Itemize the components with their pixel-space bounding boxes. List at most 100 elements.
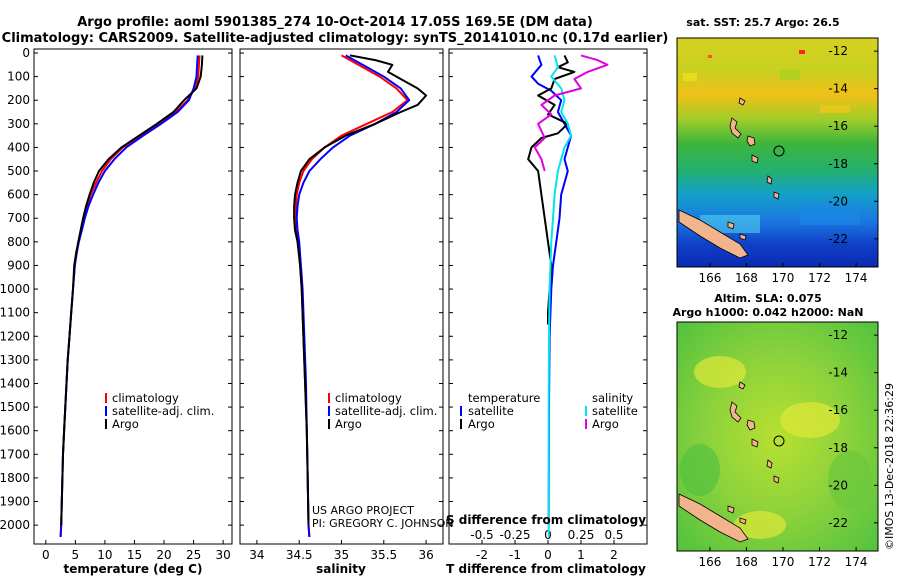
depth-tick-label: 800 [7, 235, 30, 249]
vanuatu-island [729, 401, 742, 423]
vanuatu-island [738, 97, 746, 106]
imos-timestamp: ©IMOS 13-Dec-2018 22:36:29 [883, 383, 896, 550]
salinity-legend: climatology satellite-adj. clim. Argo [328, 391, 437, 431]
top-x-tick-label: 0.5 [604, 528, 623, 542]
s-difference-x-ticks: -0.5 -0.25 0 0.25 0.5 [470, 528, 623, 542]
depth-tick-label: 100 [7, 70, 30, 84]
salinity-axis-label: salinity [316, 562, 366, 576]
sst-longitude-ticks: 166 168 170 172 174 [698, 263, 868, 285]
series-line-argo [533, 54, 609, 172]
x-tick-label: 2 [610, 548, 618, 562]
t-difference-axis-label: T difference from climatology [446, 562, 646, 576]
depth-axis: 0 100 200 300 400 500 600 700 800 900 1000 1100 1200… [0, 46, 647, 532]
sst-patch [683, 73, 697, 81]
lat-tick-label: -12 [828, 44, 848, 58]
depth-tick-label: 200 [7, 93, 30, 107]
x-tick-label: 1 [577, 548, 585, 562]
new-caledonia-island [678, 493, 749, 543]
temperature-profiles [59, 55, 204, 537]
lon-tick-label: 174 [845, 271, 868, 285]
lon-tick-label: 172 [808, 555, 831, 569]
depth-tick-label: 0 [22, 46, 30, 60]
x-tick-label: 0 [544, 548, 552, 562]
salinity-x-ticks: 34 34.5 35 35.5 36 [249, 540, 434, 562]
depth-tick-label: 1800 [0, 471, 30, 485]
depth-tick-label: 1400 [0, 376, 30, 390]
vanuatu-island [729, 117, 742, 139]
legend-label-satellite-adj: satellite-adj. clim. [112, 404, 214, 418]
lat-tick-label: -20 [828, 194, 848, 208]
sst-hotspot [708, 55, 712, 58]
argo-float-location-marker [773, 435, 785, 447]
series-line-argo [293, 54, 428, 526]
sla-patch [680, 444, 720, 496]
legend-label-t-argo: Argo [468, 417, 495, 431]
depth-tick-label: 600 [7, 188, 30, 202]
sla-map-title-line1: Altim. SLA: 0.075 [714, 292, 821, 305]
lon-tick-label: 170 [772, 271, 795, 285]
depth-tick-label: 1100 [0, 306, 30, 320]
sst-patch [800, 205, 860, 225]
depth-tick-label: 700 [7, 211, 30, 225]
lat-tick-label: -14 [828, 366, 848, 380]
top-x-tick-label: -0.25 [499, 528, 530, 542]
loyalty-island [739, 517, 747, 525]
lat-tick-label: -14 [828, 82, 848, 96]
legend-label-s-satellite: satellite [592, 404, 638, 418]
legend-label-t-satellite: satellite [468, 404, 514, 418]
loyalty-island [739, 233, 747, 241]
lat-tick-label: -22 [828, 516, 848, 530]
top-x-tick-label: -0.5 [470, 528, 493, 542]
lon-tick-label: 172 [808, 271, 831, 285]
legend-label-climatology: climatology [335, 391, 402, 405]
loyalty-island [727, 505, 735, 514]
temperature-axis-label: temperature (deg C) [64, 562, 203, 576]
depth-tick-label: 1000 [0, 282, 30, 296]
sst-patch [820, 105, 850, 113]
sla-map-title-line2: Argo h1000: 0.042 h2000: NaN [672, 306, 863, 319]
vanuatu-island [766, 175, 773, 185]
x-tick-label: 36 [418, 548, 433, 562]
legend-label-argo: Argo [112, 417, 139, 431]
series-line-argo [60, 55, 204, 526]
lat-tick-label: -16 [828, 403, 848, 417]
legend-label-s-argo: Argo [592, 417, 619, 431]
legend-label-argo: Argo [335, 417, 362, 431]
series-line-argo [527, 54, 576, 325]
difference-profiles [527, 54, 609, 537]
new-caledonia-island [678, 209, 749, 259]
series-line-satellite [547, 55, 573, 537]
lon-tick-label: 166 [698, 271, 721, 285]
vanuatu-island [746, 135, 756, 147]
temperature-legend: climatology satellite-adj. clim. Argo [105, 391, 214, 431]
depth-tick-label: 2000 [0, 518, 30, 532]
salinity-plot-frame [239, 48, 444, 545]
lat-tick-label: -12 [828, 328, 848, 342]
sla-patch [734, 511, 786, 539]
sst-map: -12 -14 -16 -18 -20 -22 166 168 170 172 174 [676, 37, 879, 285]
lat-tick-label: -20 [828, 478, 848, 492]
depth-tick-label: 1500 [0, 400, 30, 414]
legend-label-satellite-adj: satellite-adj. clim. [335, 404, 437, 418]
vanuatu-island [766, 459, 773, 469]
lat-tick-label: -18 [828, 157, 848, 171]
sla-patch [780, 402, 840, 438]
x-tick-label: 15 [127, 548, 142, 562]
pi-annotation: PI: GREGORY C. JOHNSON [312, 517, 453, 530]
sst-map-title: sat. SST: 25.7 Argo: 26.5 [686, 16, 839, 29]
vanuatu-island [773, 475, 780, 484]
lon-tick-label: 168 [735, 271, 758, 285]
figure-title-line2: Climatology: CARS2009. Satellite-adjuste… [2, 31, 669, 46]
x-tick-label: 20 [156, 548, 171, 562]
project-annotation: US ARGO PROJECT [312, 504, 414, 517]
x-tick-label: -1 [509, 548, 521, 562]
sla-patch [828, 450, 872, 510]
legend-title-temperature: temperature [468, 391, 540, 405]
lon-tick-label: 170 [772, 555, 795, 569]
series-line-climatology [294, 54, 409, 537]
lon-tick-label: 174 [845, 555, 868, 569]
depth-tick-label: 300 [7, 117, 30, 131]
s-difference-axis-label: S difference from climatology [446, 513, 646, 527]
sst-patch [780, 70, 800, 80]
x-tick-label: 35 [334, 548, 349, 562]
